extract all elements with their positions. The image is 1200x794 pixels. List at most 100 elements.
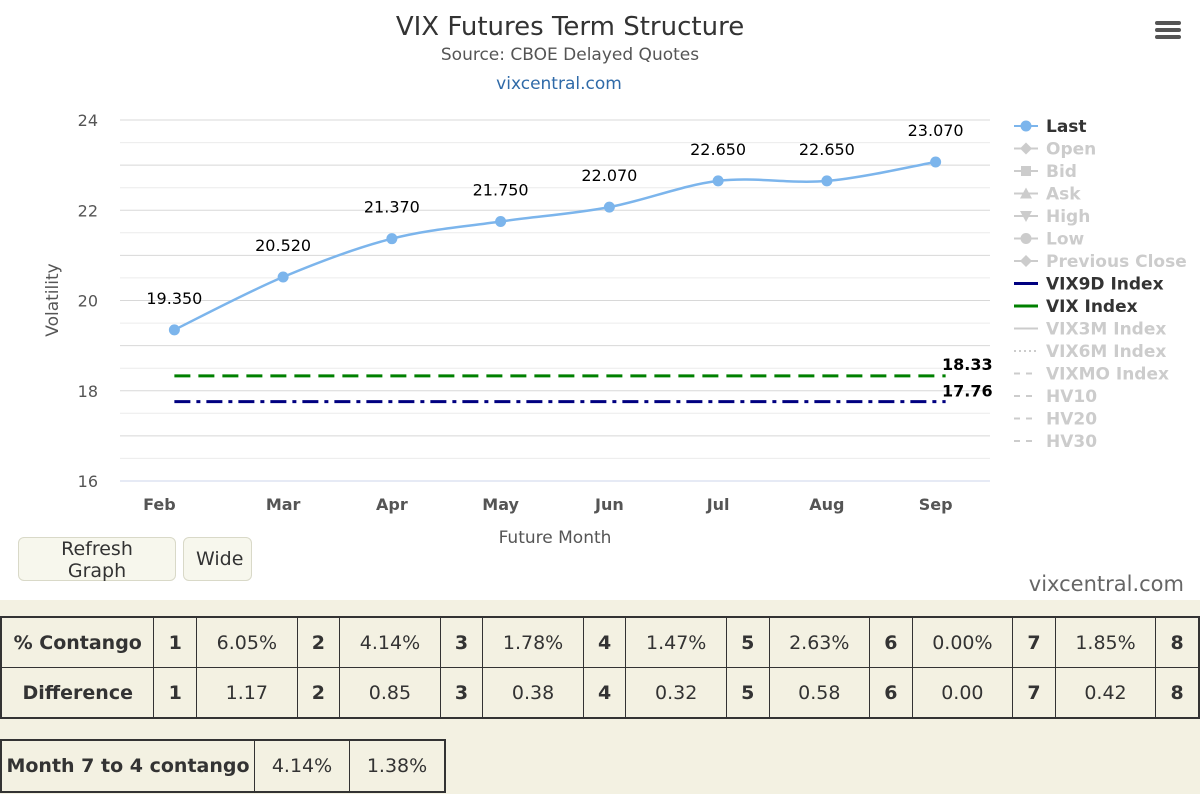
table-row: % Contango 1 6.05% 2 4.14% 3 1.78% 4 1.47% 5 2.63%… [0,616,1200,668]
chart-grid [120,119,990,482]
legend-circle-icon [1020,233,1032,244]
data-label: 23.070 [908,121,964,140]
legend-item[interactable]: Open [1014,140,1096,160]
legend-label: HV20 [1046,410,1097,430]
x-tick-label: Feb [143,495,176,514]
last-data-point [386,233,398,245]
hamburger-menu-icon[interactable] [1150,18,1186,48]
footer-credit: vixcentral.com [1028,572,1184,596]
table-cell: 0.42 [1054,667,1157,719]
x-tick-label: Mar [266,495,301,514]
legend-triangle-down-icon [1020,211,1032,222]
table-cell: 1.85% [1054,616,1157,668]
table-row: Month 7 to 4 contango 4.14% 1.38% [0,739,446,793]
table-cell: 0.00 [911,667,1014,719]
summary-table: Month 7 to 4 contango 4.14% 1.38% [0,739,446,793]
legend-item[interactable]: VIX9D Index [1014,275,1164,295]
month-index: 3 [439,667,484,719]
legend-label: VIX9D Index [1046,275,1164,295]
data-label: 19.350 [146,289,202,308]
legend-item[interactable]: Low [1014,230,1085,250]
month-index: 4 [582,616,627,668]
chart-axes: 16 18 20 22 24 Feb Mar Apr May Jun Jul Aug Sep Future… [43,111,990,548]
last-data-point [603,201,615,213]
legend-item[interactable]: Ask [1014,185,1081,205]
source-link[interactable]: vixcentral.com [496,74,622,94]
legend-square-icon [1021,166,1031,176]
month-index: 7 [1012,616,1056,668]
data-label: 21.750 [473,181,529,200]
legend-item[interactable]: VIXMO Index [1014,365,1169,385]
legend-label: Previous Close [1046,252,1187,272]
legend-label: HV10 [1046,387,1097,407]
legend-label: Bid [1046,162,1077,182]
chart-title: VIX Futures Term Structure [396,12,744,42]
last-data-point [495,216,507,228]
chart-series: 18.33 17.76 19.350 20.520 21.370 21.750 22.070… [146,121,993,404]
legend-item[interactable]: HV20 [1014,410,1097,430]
data-label: 22.070 [581,166,637,185]
vix9d-index-label: 17.76 [942,382,993,401]
table-cell: 6.05% [196,616,298,668]
legend-item[interactable]: VIX6M Index [1014,342,1166,362]
last-data-point [930,156,942,168]
last-data-point [712,175,724,187]
table-cell: 2.63% [768,616,871,668]
legend-label: Ask [1046,185,1081,205]
summary-label: Month 7 to 4 contango [0,739,255,793]
table-cell: 1.78% [482,616,584,668]
x-axis-title: Future Month [499,528,612,548]
y-tick-label: 18 [78,382,98,401]
table-cell: 0.00% [911,616,1014,668]
month-index: 8 [1155,667,1200,719]
legend-item[interactable]: Previous Close [1014,252,1187,272]
menu-bar-middle [1155,28,1181,32]
legend-label: Open [1046,140,1096,160]
last-data-point [821,175,833,187]
menu-bar-bottom [1155,35,1181,39]
x-tick-label: Jul [706,495,730,514]
x-tick-label: May [482,495,519,514]
row-label: Difference [0,667,155,719]
legend-item[interactable]: HV10 [1014,387,1097,407]
month-index: 1 [153,616,198,668]
month-index: 2 [296,616,341,668]
legend-item[interactable]: High [1014,207,1090,227]
data-label: 22.650 [690,140,746,159]
table-cell: 4.14% [339,616,441,668]
data-label: 20.520 [255,236,311,255]
legend-item[interactable]: VIX3M Index [1014,320,1166,340]
legend-item[interactable]: HV30 [1014,432,1097,452]
wide-button[interactable]: Wide [183,537,252,581]
legend-label: HV30 [1046,432,1097,452]
x-tick-label: Aug [809,495,844,514]
refresh-graph-button[interactable]: Refresh Graph [18,537,176,582]
contango-table: % Contango 1 6.05% 2 4.14% 3 1.78% 4 1.47% 5 2.63%… [0,616,1200,719]
legend-label: High [1046,207,1090,227]
y-tick-label: 22 [78,201,98,220]
legend-diamond-icon [1020,142,1032,155]
legend-label: Low [1046,230,1085,250]
legend-label: VIXMO Index [1046,365,1169,385]
y-tick-label: 24 [78,111,98,130]
table-cell: 0.85 [339,667,441,719]
summary-value-2: 1.38% [349,739,446,793]
legend-label: VIX6M Index [1046,342,1166,362]
table-cell: 1.17 [196,667,298,719]
legend-item[interactable]: Bid [1014,162,1077,182]
vix-index-label: 18.33 [942,355,993,374]
month-index: 8 [1155,616,1200,668]
month-index: 6 [869,616,913,668]
legend-label: Last [1046,117,1087,137]
summary-value-1: 4.14% [254,739,350,793]
legend-item[interactable]: VIX Index [1014,297,1138,317]
month-index: 3 [439,616,484,668]
month-index: 1 [153,667,198,719]
table-cell: 0.38 [482,667,584,719]
month-index: 2 [296,667,341,719]
table-cell: 1.47% [625,616,727,668]
month-index: 7 [1012,667,1056,719]
y-tick-label: 20 [78,292,98,311]
legend-item[interactable]: Last [1014,117,1087,137]
month-index: 5 [725,667,770,719]
